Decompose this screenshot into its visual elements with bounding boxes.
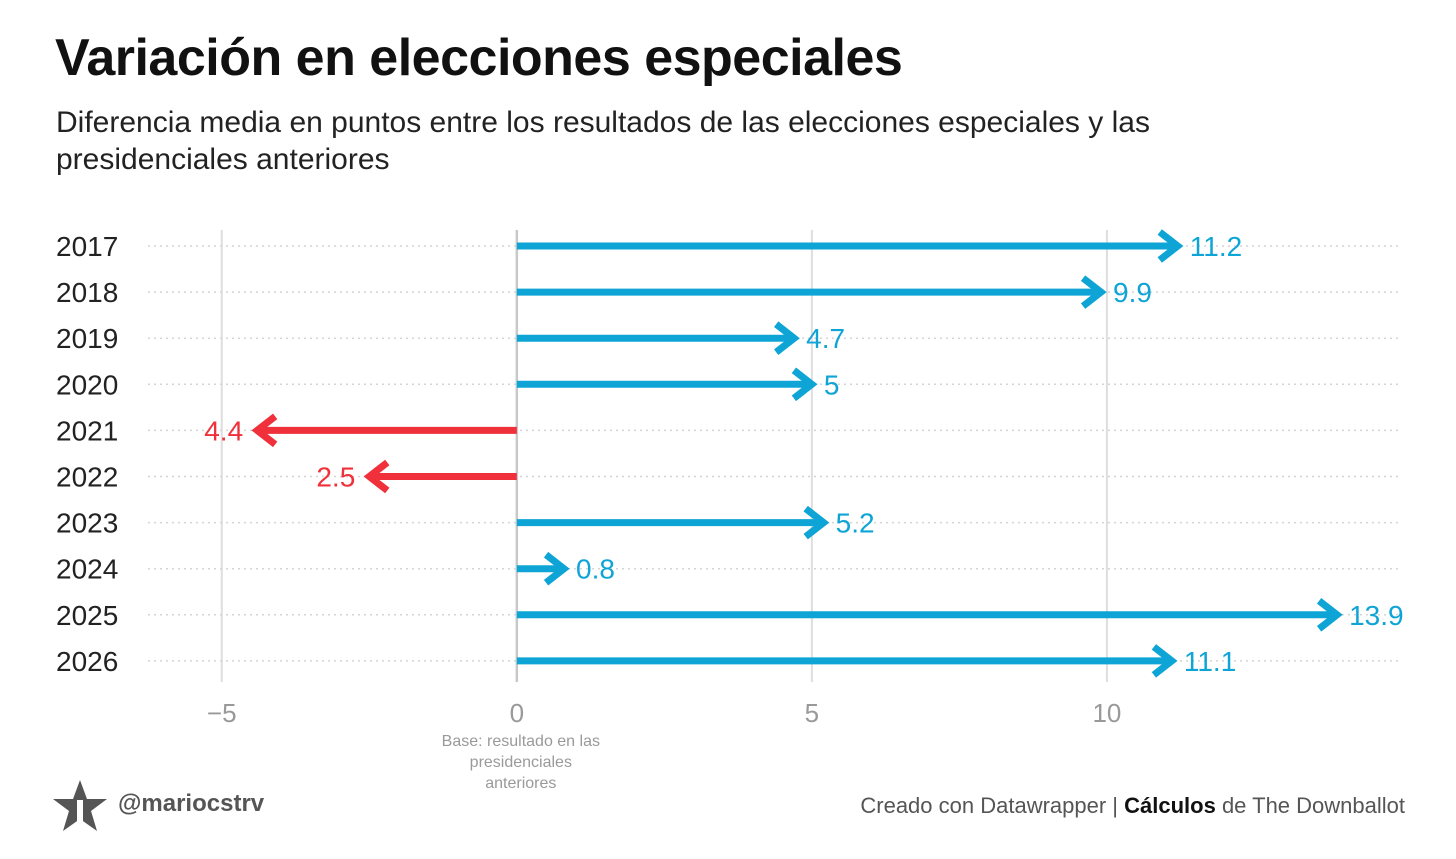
credit-bold: Cálculos bbox=[1124, 793, 1216, 818]
arrow-head bbox=[543, 551, 570, 586]
category-label: 2024 bbox=[56, 554, 118, 585]
data-label: 5.2 bbox=[836, 508, 875, 539]
arrow-head bbox=[1151, 644, 1178, 678]
data-label: 11.2 bbox=[1190, 231, 1242, 262]
arrow-head bbox=[774, 321, 800, 355]
category-label: 2019 bbox=[56, 323, 118, 354]
chart-title: Variación en elecciones especiales bbox=[55, 29, 903, 87]
arrow-head bbox=[251, 413, 278, 448]
category-label: 2025 bbox=[56, 600, 118, 631]
data-label: 5 bbox=[824, 369, 840, 400]
marks-layer bbox=[251, 229, 1343, 678]
x-tick-label: 0 bbox=[510, 698, 524, 728]
data-label: 11.1 bbox=[1184, 646, 1236, 677]
baseline-annotation: presidenciales bbox=[470, 754, 572, 771]
labels-layer: −5 0 5 10 Base: resultado en las presidencial… bbox=[56, 231, 1404, 792]
arrow-head bbox=[791, 367, 818, 402]
category-label: 2026 bbox=[56, 646, 118, 677]
arrow-head bbox=[1080, 275, 1107, 309]
data-label: 2.5 bbox=[316, 462, 355, 493]
data-label: 4.4 bbox=[204, 415, 243, 446]
x-tick-label: −5 bbox=[207, 698, 237, 728]
category-label: 2023 bbox=[56, 508, 118, 539]
category-label: 2017 bbox=[56, 231, 118, 262]
baseline-annotation: Base: resultado en las bbox=[442, 733, 600, 750]
arrow-head bbox=[1157, 229, 1184, 263]
baseline-annotation: anteriores bbox=[485, 775, 556, 792]
arrow-head bbox=[803, 505, 830, 540]
data-label: 13.9 bbox=[1349, 600, 1404, 631]
data-label: 9.9 bbox=[1113, 277, 1152, 308]
category-label: 2021 bbox=[56, 415, 118, 446]
data-label: 0.8 bbox=[576, 554, 615, 585]
category-label: 2018 bbox=[56, 277, 118, 308]
category-label: 2022 bbox=[56, 462, 118, 493]
x-tick-label: 10 bbox=[1092, 698, 1121, 728]
grid-layer bbox=[148, 230, 1402, 682]
credit-suffix: de The Downballot bbox=[1215, 793, 1405, 818]
author-handle: @mariocstrv bbox=[118, 790, 265, 817]
chart-subtitle: Diferencia media en puntos entre los res… bbox=[56, 106, 1150, 176]
category-label: 2020 bbox=[56, 369, 118, 400]
credit-line: Creado con Datawrapper | Cálculos de The… bbox=[860, 793, 1405, 819]
arrow-head bbox=[363, 459, 390, 494]
arrow-head bbox=[1316, 598, 1343, 632]
star-icon bbox=[53, 780, 107, 831]
credit-prefix: Creado con Datawrapper | bbox=[860, 793, 1125, 818]
x-tick-label: 5 bbox=[805, 698, 819, 728]
data-label: 4.7 bbox=[806, 323, 845, 354]
